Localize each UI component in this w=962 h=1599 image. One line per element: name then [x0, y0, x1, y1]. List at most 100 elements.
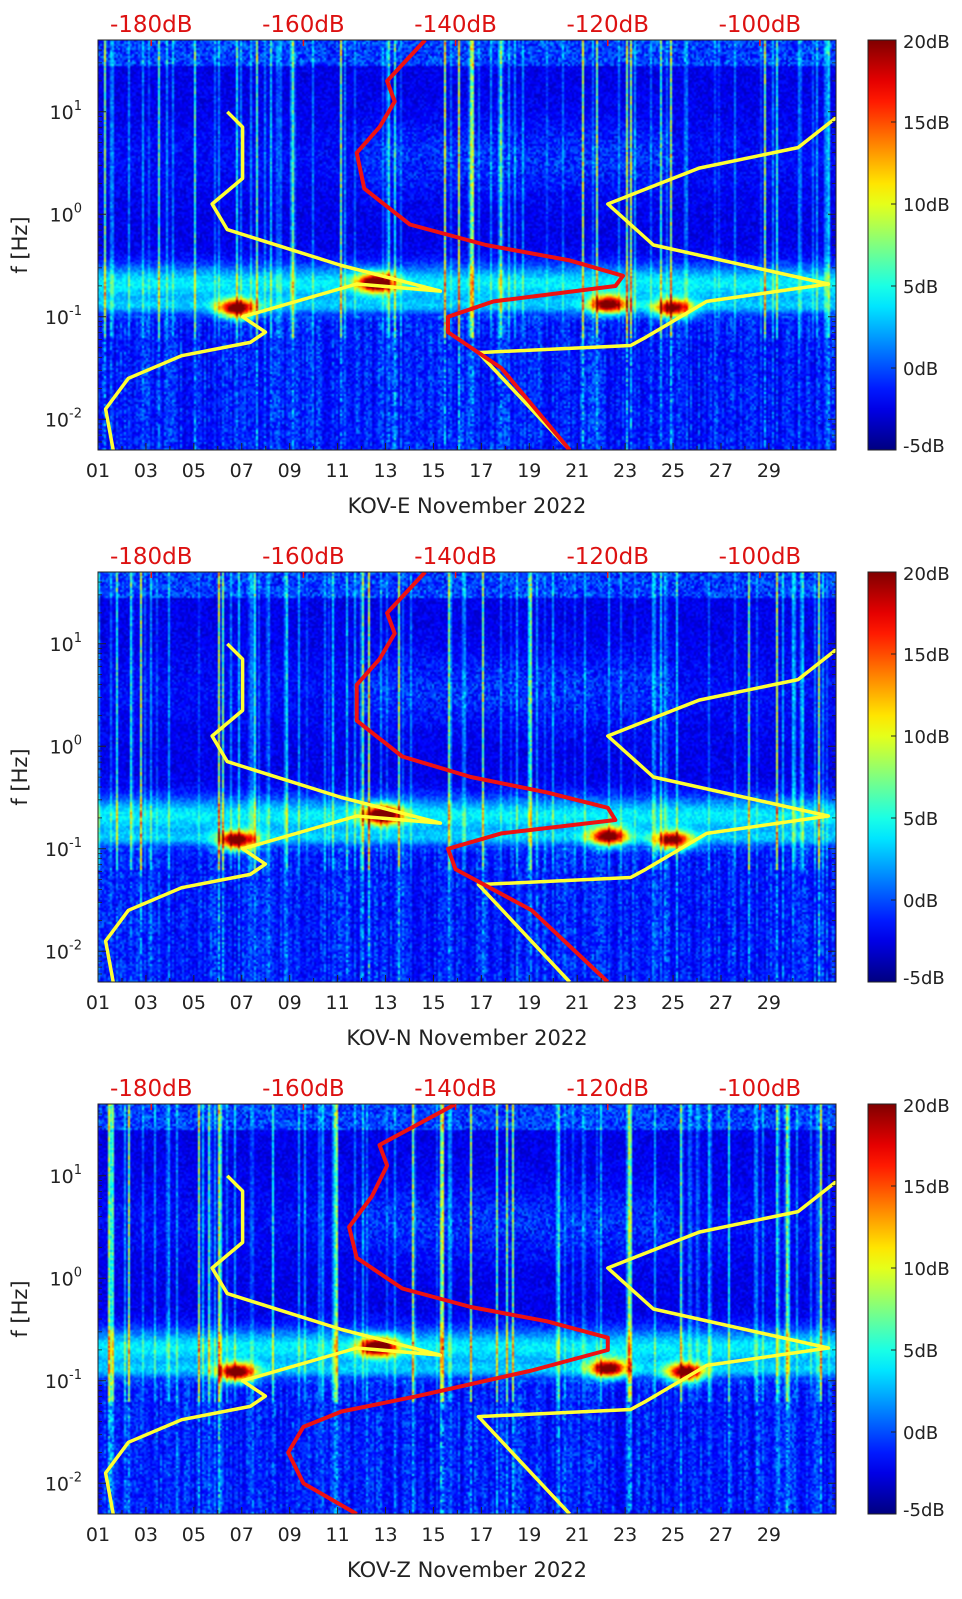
- overlay-curve-1: [103, 110, 443, 450]
- top-tick-label: -160dB: [262, 12, 345, 38]
- x-tick-label: 01: [86, 992, 110, 1014]
- x-tick-label: 15: [421, 1524, 445, 1546]
- top-tick-label: -100dB: [719, 544, 802, 570]
- x-tick-label: 27: [709, 992, 733, 1014]
- spectrogram-panel-3: 01 03 05 07 09 11 13 15 17 19 21 23 25 27 29 10-2 10-1 10…: [8, 1076, 950, 1582]
- top-tick-label: -140dB: [414, 544, 497, 570]
- top-tick-label: -120dB: [566, 1076, 649, 1102]
- x-tick-label: 17: [469, 1524, 493, 1546]
- x-tick-label: 03: [134, 992, 158, 1014]
- x-tick-label: 25: [661, 1524, 685, 1546]
- colorbar-tick-label: 20dB: [903, 564, 950, 585]
- overlay-curve-2: [476, 647, 836, 982]
- x-tick-label: 25: [661, 460, 685, 482]
- x-tick-label: 01: [86, 460, 110, 482]
- colorbar: [867, 1103, 897, 1515]
- x-tick-label: 05: [182, 460, 206, 482]
- top-tick-label: -100dB: [719, 1076, 802, 1102]
- x-tick-label: 23: [613, 1524, 637, 1546]
- y-tick-label: 100: [50, 733, 82, 758]
- spectrogram-heatmap: [98, 40, 836, 450]
- x-tick-label: 27: [709, 1524, 733, 1546]
- colorbar-tick-label: 0dB: [903, 891, 938, 912]
- colorbar-tick-label: 10dB: [903, 195, 950, 216]
- x-tick-label: 03: [134, 460, 158, 482]
- x-tick-label: 11: [326, 1524, 350, 1546]
- top-tick-label: -140dB: [414, 1076, 497, 1102]
- top-tick-label: -180dB: [110, 1076, 193, 1102]
- spectrogram-panel-1: 01 03 05 07 09 11 13 15 17 19 21 23 25 27 29 10-2 10-1 10…: [8, 12, 950, 518]
- x-axis-label: KOV-N November 2022: [346, 1026, 587, 1050]
- x-axis-label: KOV-E November 2022: [348, 494, 587, 518]
- colorbar-tick-label: -5dB: [903, 968, 945, 989]
- x-tick-label: 13: [373, 1524, 397, 1546]
- x-tick-label: 11: [326, 992, 350, 1014]
- x-tick-label: 01: [86, 1524, 110, 1546]
- x-tick-label: 07: [230, 992, 254, 1014]
- overlay-curve-3: [354, 572, 618, 982]
- top-tick-label: -160dB: [262, 544, 345, 570]
- colorbar-tick-label: -5dB: [903, 436, 945, 457]
- colorbar-tick-label: 5dB: [903, 1341, 938, 1362]
- x-tick-label: 21: [565, 460, 589, 482]
- colorbar-tick-label: 5dB: [903, 809, 938, 830]
- colorbar-tick-label: -5dB: [903, 1500, 945, 1521]
- overlay-curve-3: [286, 1104, 610, 1514]
- top-tick-label: -180dB: [110, 12, 193, 38]
- x-tick-label: 23: [613, 460, 637, 482]
- y-tick-label: 10-2: [45, 1470, 82, 1495]
- colorbar-tick-label: 0dB: [903, 359, 938, 380]
- x-tick-label: 09: [278, 460, 302, 482]
- overlay-curve-1: [103, 1174, 443, 1514]
- colorbar-tick-label: 5dB: [903, 277, 938, 298]
- top-tick-label: -160dB: [262, 1076, 345, 1102]
- colorbar: [867, 571, 897, 983]
- y-axis-label: f [Hz]: [8, 216, 32, 273]
- x-tick-label: 11: [326, 460, 350, 482]
- y-tick-label: 101: [50, 631, 82, 656]
- y-tick-label: 10-1: [45, 1368, 82, 1393]
- overlay-curve-3: [354, 40, 625, 450]
- x-tick-label: 21: [565, 992, 589, 1014]
- x-tick-label: 13: [373, 460, 397, 482]
- overlay-curve-1: [103, 642, 443, 982]
- spectrogram-panel-2: 01 03 05 07 09 11 13 15 17 19 21 23 25 27 29 10-2 10-1 10…: [8, 544, 950, 1050]
- x-tick-label: 07: [230, 1524, 254, 1546]
- overlay-curve-2: [476, 1179, 836, 1514]
- x-tick-label: 09: [278, 1524, 302, 1546]
- top-tick-label: -140dB: [414, 12, 497, 38]
- x-tick-label: 13: [373, 992, 397, 1014]
- y-tick-label: 101: [50, 99, 82, 124]
- x-tick-label: 19: [517, 1524, 541, 1546]
- x-tick-label: 05: [182, 1524, 206, 1546]
- y-tick-label: 10-1: [45, 304, 82, 329]
- overlay-curve-2: [476, 115, 836, 450]
- colorbar-tick-label: 10dB: [903, 1259, 950, 1280]
- y-tick-label: 10-2: [45, 406, 82, 431]
- y-axis-label: f [Hz]: [8, 748, 32, 805]
- x-tick-label: 27: [709, 460, 733, 482]
- y-tick-label: 10-2: [45, 938, 82, 963]
- colorbar-tick-label: 20dB: [903, 32, 950, 53]
- x-tick-label: 05: [182, 992, 206, 1014]
- colorbar-tick-label: 0dB: [903, 1423, 938, 1444]
- x-tick-label: 15: [421, 460, 445, 482]
- x-tick-label: 15: [421, 992, 445, 1014]
- x-tick-label: 17: [469, 460, 493, 482]
- x-tick-label: 03: [134, 1524, 158, 1546]
- x-tick-label: 09: [278, 992, 302, 1014]
- y-tick-label: 101: [50, 1163, 82, 1188]
- y-axis-label: f [Hz]: [8, 1280, 32, 1337]
- x-tick-label: 29: [757, 460, 781, 482]
- x-tick-label: 21: [565, 1524, 589, 1546]
- x-tick-label: 19: [517, 460, 541, 482]
- colorbar-tick-label: 15dB: [903, 645, 950, 666]
- colorbar-tick-label: 15dB: [903, 1177, 950, 1198]
- colorbar-tick-label: 20dB: [903, 1096, 950, 1117]
- top-tick-label: -180dB: [110, 544, 193, 570]
- x-tick-label: 19: [517, 992, 541, 1014]
- top-tick-label: -120dB: [566, 544, 649, 570]
- y-tick-label: 100: [50, 1265, 82, 1290]
- x-tick-label: 07: [230, 460, 254, 482]
